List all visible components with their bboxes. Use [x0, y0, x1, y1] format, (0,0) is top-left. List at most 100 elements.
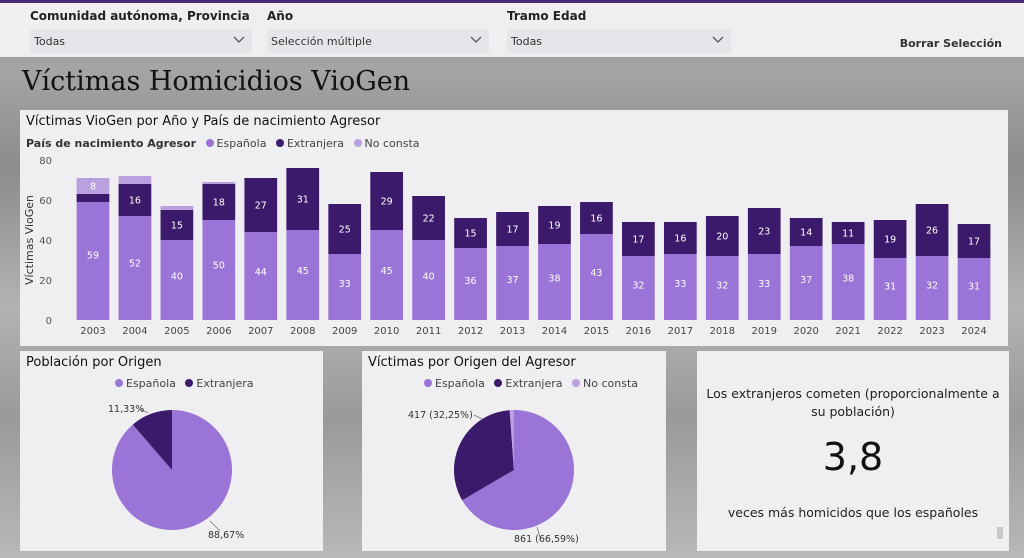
bar-segment-extranjera[interactable]	[244, 178, 278, 232]
clear-selection-button[interactable]: Borrar Selección	[899, 37, 1002, 50]
slicer-age-dropdown[interactable]: Todas	[507, 29, 731, 53]
bar-segment-extranjera[interactable]	[454, 218, 487, 248]
bar-chart-title: Víctimas VioGen por Año y País de nacimi…	[26, 114, 381, 129]
legend-item-extranjera[interactable]: Extranjera	[275, 137, 344, 150]
bar-data-label: 26	[926, 226, 938, 237]
bar-segment-espanola[interactable]	[580, 234, 613, 320]
bar-segment-extranjera[interactable]	[705, 216, 739, 256]
x-tick-label: 2009	[332, 326, 357, 337]
x-tick-label: 2012	[458, 326, 483, 337]
bar-segment-espanola[interactable]	[244, 232, 278, 320]
bar-data-label: 59	[87, 251, 99, 262]
scrollbar-thumb[interactable]	[997, 527, 1003, 539]
pie-slice-extranjera[interactable]	[454, 410, 514, 501]
bar-segment-extranjera[interactable]	[118, 184, 152, 216]
slicer-year-label: Año	[267, 9, 294, 23]
bar-segment-noconsta[interactable]	[76, 178, 110, 194]
bar-segment-extranjera[interactable]	[580, 202, 613, 234]
bar-segment-noconsta[interactable]	[202, 182, 236, 184]
bar-data-label: 33	[339, 279, 351, 290]
bar-segment-extranjera[interactable]	[286, 168, 320, 230]
bar-segment-espanola[interactable]	[370, 230, 404, 320]
x-tick-label: 2022	[877, 326, 902, 337]
legend-item-espanola[interactable]: Española	[424, 377, 485, 390]
bar-segment-espanola[interactable]	[957, 258, 991, 320]
legend-dot-extranjera	[185, 379, 194, 387]
bar-segment-espanola[interactable]	[160, 240, 194, 320]
bar-segment-extranjera[interactable]	[328, 204, 362, 254]
bar-segment-extranjera[interactable]	[370, 172, 404, 230]
x-tick-label: 2016	[626, 326, 651, 337]
x-tick-label: 2011	[416, 326, 441, 337]
legend-item-extranjera[interactable]: Extranjera	[185, 377, 254, 390]
bar-segment-extranjera[interactable]	[496, 212, 529, 246]
slicer-year-value: Selección múltiple	[271, 35, 372, 48]
bar-segment-espanola[interactable]	[496, 246, 529, 320]
bar-segment-extranjera[interactable]	[202, 184, 236, 220]
slicer-region-dropdown[interactable]: Todas	[30, 29, 252, 53]
bar-data-label: 52	[129, 258, 141, 269]
bar-data-label: 14	[800, 228, 812, 239]
slicer-year-dropdown[interactable]: Selección múltiple	[267, 29, 489, 53]
bar-segment-extranjera[interactable]	[789, 218, 823, 246]
bar-segment-extranjera[interactable]	[831, 222, 865, 244]
x-tick-label: 2015	[584, 326, 609, 337]
legend-item-noconsta[interactable]: No consta	[353, 137, 420, 150]
legend-item-espanola[interactable]: Española	[115, 377, 176, 390]
filter-bar: Comunidad autónoma, Provincia Todas Año …	[0, 3, 1024, 57]
bar-data-label: 23	[758, 227, 770, 238]
bar-segment-extranjera[interactable]	[663, 222, 697, 254]
pie-data-label: 11,33%	[108, 404, 144, 415]
bar-segment-espanola[interactable]	[328, 254, 362, 320]
bar-segment-espanola[interactable]	[118, 216, 152, 320]
bar-segment-espanola[interactable]	[202, 220, 236, 320]
bar-segment-extranjera[interactable]	[160, 210, 194, 240]
bar-segment-noconsta[interactable]	[118, 176, 152, 184]
page-title: Víctimas Homicidios VioGen	[22, 66, 411, 97]
bar-segment-espanola[interactable]	[76, 202, 110, 320]
bar-segment-extranjera[interactable]	[873, 220, 907, 258]
bar-data-label: 40	[423, 272, 435, 283]
bar-segment-extranjera[interactable]	[915, 204, 949, 256]
bar-segment-extranjera[interactable]	[622, 222, 655, 256]
bar-data-label: 16	[590, 214, 602, 225]
bar-data-label: 45	[381, 266, 393, 277]
pie-slice-espanola[interactable]	[112, 410, 233, 530]
legend-item-noconsta[interactable]: No consta	[572, 377, 638, 390]
pie-victimas-chart: 861 (66,59%) 417 (32,25%)	[408, 410, 579, 545]
bar-segment-espanola[interactable]	[789, 246, 823, 320]
bar-segment-espanola[interactable]	[705, 256, 739, 320]
pie-slice-extranjera[interactable]	[132, 410, 172, 470]
legend-item-extranjera[interactable]: Extranjera	[494, 377, 563, 390]
y-axis-label: Víctimas VioGen	[23, 195, 36, 285]
bar-segment-espanola[interactable]	[873, 258, 907, 320]
bar-segment-espanola[interactable]	[622, 256, 655, 320]
bar-segment-espanola[interactable]	[538, 244, 571, 320]
bar-data-label: 37	[506, 275, 518, 286]
bar-segment-espanola[interactable]	[915, 256, 949, 320]
bar-segment-espanola[interactable]	[412, 240, 445, 320]
pie-slice-espanola[interactable]	[462, 410, 574, 530]
bar-data-label: 31	[297, 195, 309, 206]
bar-segment-extranjera[interactable]	[76, 194, 110, 202]
kpi-value: 3,8	[822, 435, 884, 479]
bar-segment-espanola[interactable]	[747, 254, 781, 320]
bar-segment-espanola[interactable]	[663, 254, 697, 320]
bar-data-label: 17	[632, 235, 644, 246]
x-tick-label: 2018	[710, 326, 735, 337]
bar-segment-extranjera[interactable]	[957, 224, 991, 258]
bar-segment-extranjera[interactable]	[412, 196, 445, 240]
bar-segment-extranjera[interactable]	[747, 208, 781, 254]
slicer-region-label: Comunidad autónoma, Provincia	[30, 9, 250, 23]
legend-item-espanola[interactable]: Española	[205, 137, 266, 150]
x-tick-label: 2021	[835, 326, 860, 337]
x-tick-label: 2005	[164, 326, 189, 337]
y-tick-label: 40	[39, 236, 52, 247]
bar-segment-espanola[interactable]	[454, 248, 487, 320]
pie-slice-noconsta[interactable]	[509, 410, 514, 470]
bar-segment-noconsta[interactable]	[160, 206, 194, 210]
bar-segment-extranjera[interactable]	[538, 206, 571, 244]
bar-segment-espanola[interactable]	[286, 230, 320, 320]
bar-segment-espanola[interactable]	[831, 244, 865, 320]
bar-data-label: 19	[884, 235, 896, 246]
